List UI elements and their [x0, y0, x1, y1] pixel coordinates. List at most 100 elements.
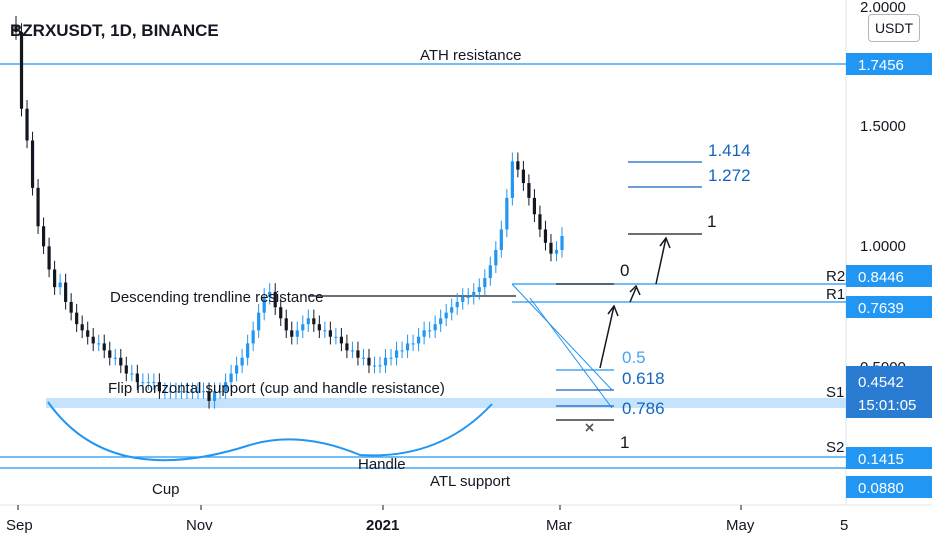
y-tick-1: 1.0000 [860, 238, 906, 255]
fib-0-label: 0 [620, 261, 629, 280]
candle-body [141, 382, 145, 384]
candle-body [312, 318, 316, 325]
currency-selector[interactable]: USDT [868, 14, 920, 42]
x-marker-icon [585, 423, 594, 432]
candle-body [229, 373, 233, 383]
fib-retracement [511, 283, 614, 421]
price-tag-atl: 0.0880 [846, 476, 932, 498]
candle-body [25, 108, 29, 141]
arrow-1-shaft [599, 305, 615, 369]
chart-title: BZRXUSDT, 1D, BINANCE [10, 21, 219, 40]
candle-body [268, 291, 272, 297]
candle-body [279, 307, 283, 319]
svg-text:0.7639: 0.7639 [858, 300, 904, 317]
candle-body [378, 365, 382, 367]
candle-body [124, 365, 128, 374]
candle-body [130, 373, 134, 375]
candle-body [163, 391, 167, 393]
x-tick-may: May [726, 517, 755, 534]
svg-text:15:01:05: 15:01:05 [858, 397, 916, 414]
candle-body [80, 324, 84, 331]
fib-0-618-label: 0.618 [622, 369, 665, 388]
candle-body [488, 265, 492, 279]
candle-body [190, 391, 195, 393]
ext-1-272-label: 1.272 [708, 166, 751, 185]
s2-label: S2 [826, 439, 844, 456]
candle-body [212, 391, 217, 401]
cup-arc [47, 401, 251, 462]
candle-body [223, 382, 228, 392]
candle-body [444, 312, 448, 319]
candle-body [361, 357, 366, 359]
candle-body [334, 336, 338, 338]
candle-body [499, 229, 503, 250]
fib-diagonal [511, 283, 613, 391]
candle-body [543, 229, 548, 243]
candle-body [560, 235, 564, 250]
candle-body [389, 357, 393, 359]
descending-trendline-label: Descending trendline resistance [110, 289, 323, 306]
s1-label: S1 [826, 384, 844, 401]
candle-body [483, 278, 487, 288]
svg-text:0.1415: 0.1415 [858, 451, 904, 468]
price-tag-ath: 1.7456 [846, 53, 932, 75]
candle-body [450, 307, 454, 313]
price-tag-s2: 0.1415 [846, 447, 932, 469]
candle-body [461, 296, 465, 302]
candle-body [554, 249, 559, 254]
candle-body [521, 169, 525, 184]
candle-body [36, 187, 40, 227]
svg-text:1.7456: 1.7456 [858, 57, 904, 74]
candle-body [356, 350, 360, 358]
candle-body [273, 291, 277, 308]
candle-body [207, 391, 211, 401]
candle-body [417, 336, 421, 344]
candle-body [284, 318, 288, 331]
candle-body [510, 161, 514, 198]
candle-body [411, 343, 415, 345]
candle-body [257, 312, 261, 331]
candle-body [19, 32, 24, 109]
arrow-2-head [629, 284, 641, 296]
candle-body [102, 343, 106, 351]
candle-body [196, 391, 200, 393]
candle-body [323, 330, 327, 332]
candles [14, 15, 564, 409]
candle-body [295, 330, 299, 337]
candle-body [168, 391, 173, 393]
candle-body [97, 343, 101, 345]
candle-body [218, 391, 222, 393]
ext-1-label: 1 [707, 212, 716, 231]
candle-body [113, 357, 117, 359]
svg-text:0.4542: 0.4542 [858, 374, 904, 391]
candle-body [472, 291, 476, 297]
svg-text:0.0880: 0.0880 [858, 480, 904, 497]
handle-arc [249, 403, 493, 457]
candle-body [185, 391, 189, 393]
ext-1-414-label: 1.414 [708, 141, 751, 160]
candle-body [328, 330, 332, 337]
candle-body [119, 357, 123, 366]
candle-body [306, 318, 310, 325]
r2-label: R2 [826, 268, 845, 285]
candle-body [494, 249, 498, 266]
candle-body [179, 391, 184, 393]
candle-body [47, 246, 51, 270]
flip-support-label: Flip horizontal support (cup and handle … [108, 380, 445, 397]
fib-0-786-label: 0.786 [622, 399, 665, 418]
candle-body [301, 324, 305, 331]
arrow-3-head [659, 236, 671, 249]
candle-body [439, 318, 443, 325]
candle-body [235, 365, 239, 374]
candle-body [86, 330, 90, 337]
x-tick-5: 5 [840, 517, 848, 534]
arrow-2-shaft [629, 287, 637, 303]
candle-body [146, 382, 150, 384]
x-tick-marks [17, 505, 742, 510]
candle-body [516, 161, 520, 170]
flip-support-zone [46, 398, 846, 408]
candle-body [53, 269, 57, 288]
candle-body [58, 282, 62, 288]
candle-body [422, 330, 426, 337]
